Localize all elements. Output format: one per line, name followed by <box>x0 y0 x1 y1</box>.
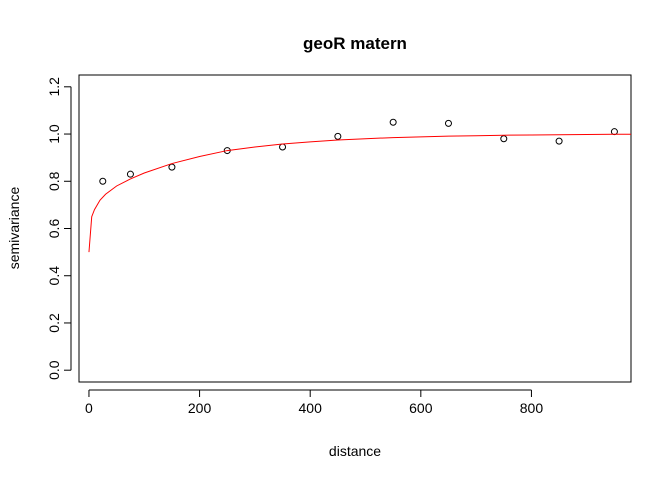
data-point <box>168 163 176 171</box>
y-axis-title: semivariance <box>6 187 22 270</box>
y-tick-label: 0.6 <box>46 219 62 239</box>
fitted-line <box>88 133 631 253</box>
y-tick-label: 0.4 <box>46 266 62 286</box>
data-point <box>126 170 134 178</box>
y-tick-label: 1.0 <box>46 124 62 144</box>
x-tick-label: 0 <box>85 400 93 416</box>
data-point <box>279 143 287 151</box>
x-axis-title: distance <box>329 443 381 459</box>
data-point <box>500 135 508 143</box>
x-axis: 0 200 400 600 800 <box>85 389 544 416</box>
data-point <box>444 119 452 127</box>
x-tick-label: 400 <box>299 400 323 416</box>
data-point <box>555 137 563 145</box>
data-point <box>99 177 107 185</box>
x-tick-label: 200 <box>188 400 212 416</box>
y-tick-label: 0.8 <box>46 171 62 191</box>
plot-frame <box>78 74 632 383</box>
y-tick-label: 0.0 <box>46 360 62 380</box>
chart-title: geoR matern <box>303 34 407 53</box>
data-point <box>334 132 342 140</box>
y-tick-label: 1.2 <box>46 77 62 97</box>
data-point <box>389 118 397 126</box>
y-tick-label: 0.2 <box>46 313 62 333</box>
series-layer <box>88 118 631 253</box>
x-tick-label: 800 <box>520 400 544 416</box>
y-axis: 0.0 0.2 0.4 0.6 0.8 1.0 1.2 <box>46 77 72 380</box>
x-tick-label: 600 <box>409 400 433 416</box>
